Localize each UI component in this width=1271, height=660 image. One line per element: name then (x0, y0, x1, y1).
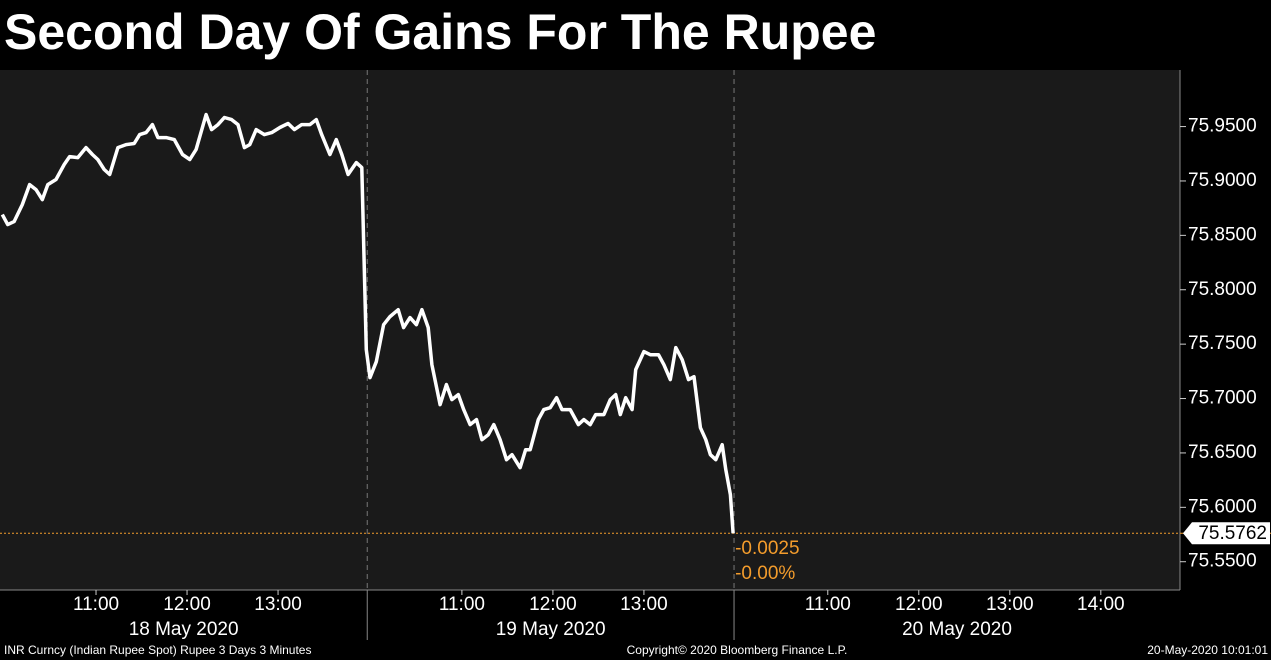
x-tick-label: 11:00 (439, 594, 485, 615)
footer-right: 20-May-2020 10:01:01 (1147, 643, 1268, 657)
day-label: 20 May 2020 (902, 619, 1012, 640)
y-tick-label: 75.8500 (1188, 224, 1257, 245)
y-tick-label: 75.7000 (1188, 388, 1257, 409)
x-tick-label: 12:00 (529, 594, 577, 615)
y-tick-label: 75.6500 (1188, 442, 1257, 463)
y-tick-label: 75.7500 (1188, 333, 1257, 354)
x-tick-label: 13:00 (620, 594, 668, 615)
change-pct-label: -0.00% (735, 563, 795, 584)
y-tick-label: 75.9000 (1188, 170, 1257, 191)
x-tick-label: 13:00 (986, 594, 1034, 615)
day-label: 18 May 2020 (129, 619, 239, 640)
x-tick-label: 11:00 (73, 594, 119, 615)
x-tick-label: 13:00 (254, 594, 302, 615)
plot-area (0, 70, 1180, 590)
footer-left: INR Curncy (Indian Rupee Spot) Rupee 3 D… (4, 643, 311, 657)
y-tick-label: 75.5500 (1188, 551, 1257, 572)
x-tick-label: 12:00 (163, 594, 211, 615)
x-tick-label: 11:00 (805, 594, 851, 615)
x-tick-label: 12:00 (895, 594, 943, 615)
day-label: 19 May 2020 (496, 619, 606, 640)
y-tick-label: 75.9500 (1188, 116, 1257, 137)
last-value-box (1183, 522, 1270, 545)
chart-title: Second Day Of Gains For The Rupee (4, 4, 876, 60)
y-tick-label: 75.8000 (1188, 279, 1257, 300)
x-tick-label: 14:00 (1077, 594, 1125, 615)
last-value-label: 75.5762 (1198, 523, 1267, 544)
footer-center: Copyright© 2020 Bloomberg Finance L.P. (627, 643, 848, 657)
y-tick-label: 75.6000 (1188, 496, 1257, 517)
price-line (0, 112, 735, 534)
change-label: -0.0025 (735, 538, 799, 559)
